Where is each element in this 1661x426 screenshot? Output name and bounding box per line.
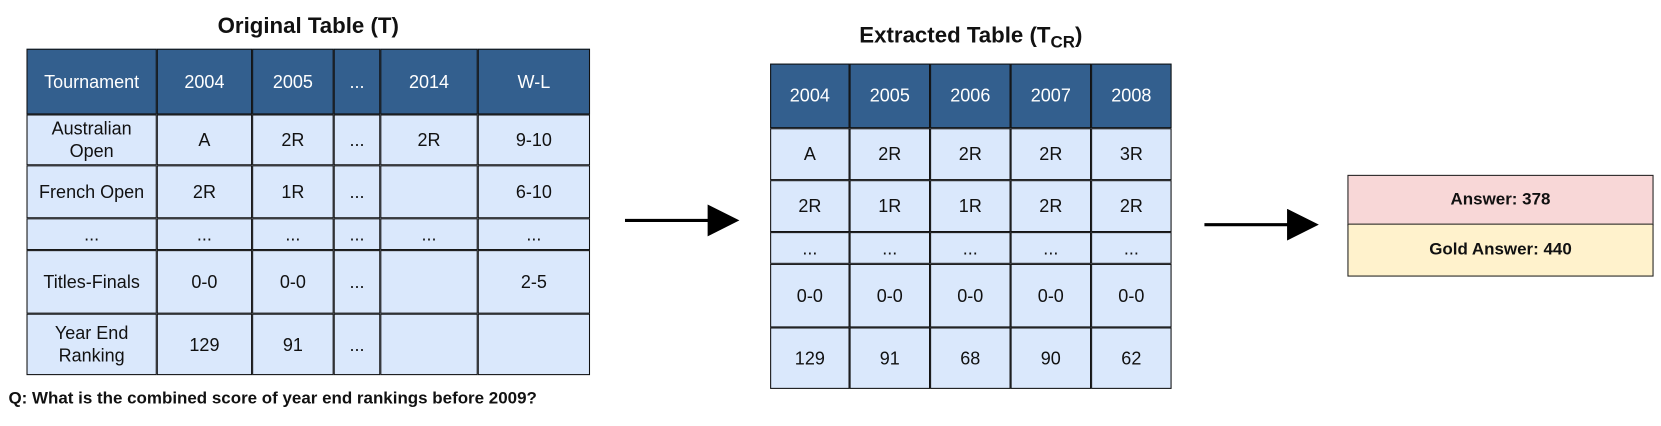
header-cell: 2004 — [156, 48, 253, 115]
table-cell: 1R — [252, 165, 334, 219]
table-cell: 2R — [770, 180, 850, 233]
table-cell: 62 — [1091, 327, 1172, 389]
table-cell: 0-0 — [156, 250, 253, 314]
table-cell: French Open — [26, 165, 157, 219]
table-cell: 2R — [252, 114, 334, 166]
table-cell: 9-10 — [477, 114, 591, 166]
title-text: Extracted Table (T — [859, 23, 1051, 48]
table-cell: ... — [1091, 232, 1172, 264]
gold-answer: Gold Answer: 440 — [1347, 223, 1654, 277]
table-cell — [380, 250, 478, 314]
table-cell: 0-0 — [252, 250, 334, 314]
table-cell: ... — [930, 232, 1011, 264]
table-cell: ... — [770, 232, 850, 264]
table-cell: Titles-Finals — [26, 250, 157, 314]
extracted-title: Extracted Table (TCR) — [770, 23, 1171, 53]
table-cell: 2R — [1091, 180, 1172, 233]
table-cell: 0-0 — [1091, 263, 1172, 328]
table-cell: ... — [156, 218, 253, 251]
table-cell: ... — [380, 218, 478, 251]
table-cell: 2R — [849, 128, 931, 181]
table-cell: 2R — [1010, 180, 1092, 233]
table-cell: 91 — [849, 327, 931, 389]
table-cell: 0-0 — [1010, 263, 1092, 328]
table-cell: 90 — [1010, 327, 1092, 389]
table-cell: 1R — [849, 180, 931, 233]
question: Q: What is the combined score of year en… — [8, 389, 537, 408]
table-cell: 1R — [930, 180, 1011, 233]
table-cell: Year End Ranking — [26, 313, 157, 376]
table-cell: A — [770, 128, 850, 181]
table-cell — [477, 313, 591, 376]
table-cell — [380, 165, 478, 219]
header-cell: 2005 — [252, 48, 334, 115]
table-cell: 3R — [1091, 128, 1172, 181]
title-close: ) — [1074, 23, 1083, 48]
header-cell: 2004 — [770, 63, 850, 129]
header-cell: ... — [333, 48, 381, 115]
table-cell: 129 — [156, 313, 253, 376]
table-cell — [380, 313, 478, 376]
table-cell: A — [156, 114, 253, 166]
table-cell: ... — [477, 218, 591, 251]
table-cell: ... — [252, 218, 334, 251]
title-subscript: CR — [1050, 33, 1075, 52]
table-cell: 129 — [770, 327, 850, 389]
table-cell: ... — [333, 313, 381, 376]
original-title: Original Table (T) — [217, 13, 399, 39]
table-cell: Australian Open — [26, 114, 157, 166]
table-cell: 6-10 — [477, 165, 591, 219]
table-cell: 2R — [156, 165, 253, 219]
table-cell: ... — [333, 250, 381, 314]
table-cell: 0-0 — [849, 263, 931, 328]
table-cell: ... — [333, 165, 381, 219]
table-cell: ... — [333, 114, 381, 166]
table-cell: ... — [1010, 232, 1092, 264]
answer: Answer: 378 — [1347, 174, 1654, 226]
header-cell: 2008 — [1091, 63, 1172, 129]
header-cell: Tournament — [26, 48, 157, 115]
header-cell: 2007 — [1010, 63, 1092, 129]
table-cell: 2R — [930, 128, 1011, 181]
table-cell: 2-5 — [477, 250, 591, 314]
table-cell: 0-0 — [930, 263, 1011, 328]
table-cell: 2R — [1010, 128, 1092, 181]
table-cell: ... — [333, 218, 381, 251]
table-cell: 68 — [930, 327, 1011, 389]
table-cell: 91 — [252, 313, 334, 376]
header-cell: 2006 — [930, 63, 1011, 129]
table-cell: ... — [849, 232, 931, 264]
header-cell: W-L — [477, 48, 591, 115]
table-cell: ... — [26, 218, 157, 251]
header-cell: 2005 — [849, 63, 931, 129]
table-cell: 2R — [380, 114, 478, 166]
table-cell: 0-0 — [770, 263, 850, 328]
header-cell: 2014 — [380, 48, 478, 115]
